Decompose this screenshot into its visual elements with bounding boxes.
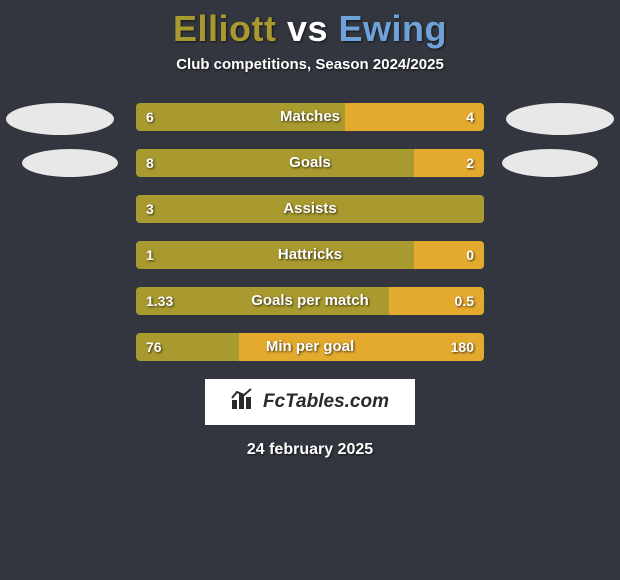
title-player1: Elliott [173, 8, 276, 49]
title: Elliott vs Ewing [0, 0, 620, 50]
brand-badge: FcTables.com [205, 379, 415, 425]
chart-area: 64Matches 82Goals 3Assists 10Hattricks 1.330… [0, 103, 620, 361]
badge-left-1 [6, 103, 114, 135]
bar-row: 1.330.5Goals per match [136, 287, 484, 315]
bar-label: Goals [136, 149, 484, 177]
title-vs: vs [287, 8, 328, 49]
bar-row: 10Hattricks [136, 241, 484, 269]
title-player2: Ewing [339, 8, 448, 49]
bar-label: Matches [136, 103, 484, 131]
bar-row: 82Goals [136, 149, 484, 177]
chart-icon [231, 388, 257, 416]
subtitle: Club competitions, Season 2024/2025 [0, 56, 620, 73]
bar-label: Min per goal [136, 333, 484, 361]
bar-row: 64Matches [136, 103, 484, 131]
bars-container: 64Matches 82Goals 3Assists 10Hattricks 1.330… [136, 103, 484, 361]
bar-label: Assists [136, 195, 484, 223]
badge-right-2 [502, 149, 598, 177]
bar-row: 76180Min per goal [136, 333, 484, 361]
footer-date: 24 february 2025 [0, 441, 620, 459]
badge-left-2 [22, 149, 118, 177]
bar-label: Goals per match [136, 287, 484, 315]
bar-row: 3Assists [136, 195, 484, 223]
bar-label: Hattricks [136, 241, 484, 269]
brand-text: FcTables.com [263, 391, 389, 413]
badge-right-1 [506, 103, 614, 135]
